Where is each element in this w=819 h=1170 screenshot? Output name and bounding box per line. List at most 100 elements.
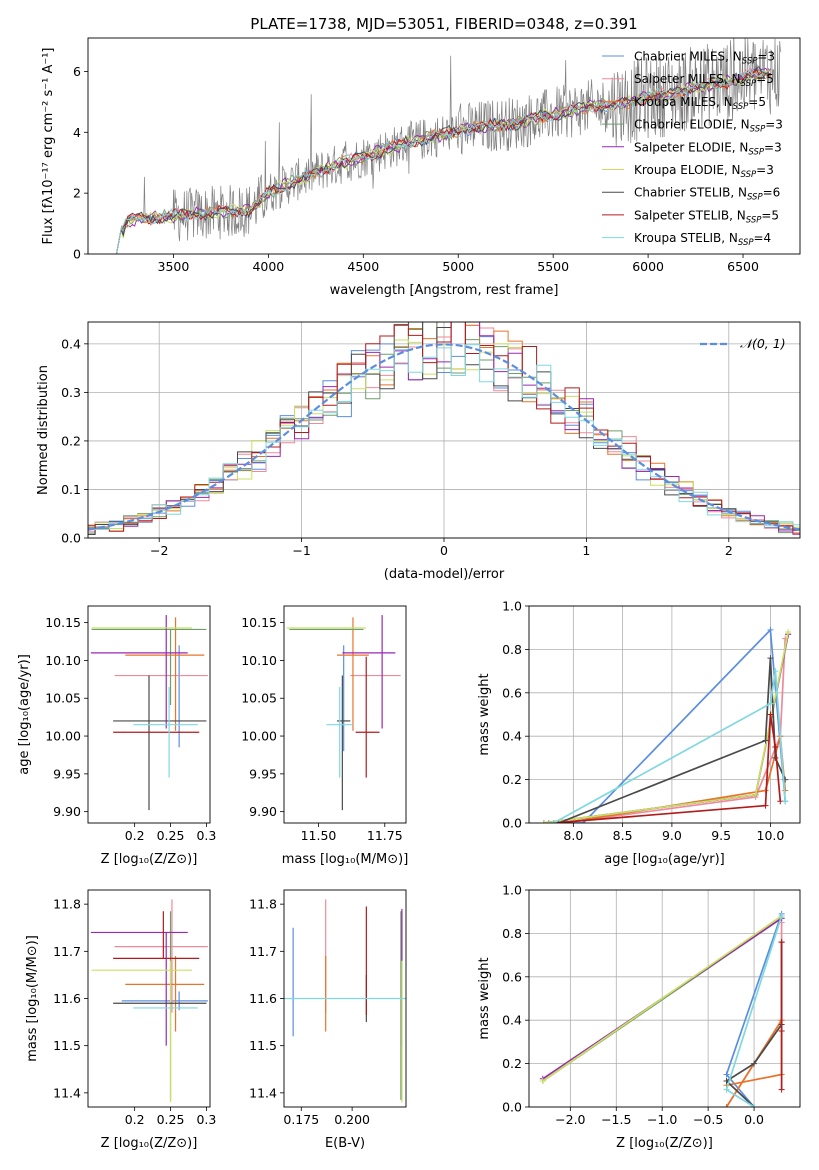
axes-frame [528, 889, 801, 1108]
line-kroupa-elodie [542, 915, 783, 1082]
x-tick-label: 0.200 [334, 1112, 370, 1127]
errorbar-chabrier-elodie [91, 628, 207, 706]
errorbar-salpeter-elodie [90, 931, 188, 1046]
y-tick-label: 0.6 [502, 969, 522, 984]
x-tick-label: 9.5 [711, 828, 731, 843]
spectrum-lines [116, 38, 782, 254]
y-tick-label: 10.00 [45, 729, 81, 744]
x-axis-label: wavelength [Angstrom, rest frame] [330, 283, 559, 298]
x-tick-label: 4000 [252, 259, 284, 274]
y-tick-label: 0.1 [61, 482, 81, 497]
marker-kroupa-stelib [767, 700, 774, 707]
x-tick-label: 0.3 [196, 828, 216, 843]
y-tick-label: 0.4 [502, 1013, 522, 1028]
errorbar-kroupa-stelib [133, 686, 198, 778]
model-line-kroupa-stelib [116, 69, 771, 254]
y-tick-label: 11.4 [53, 1085, 81, 1100]
plot-area-age-vs-mass [286, 615, 401, 811]
plot-area-age-vs-Z [90, 615, 208, 811]
y-tick-label: 0.2 [502, 1056, 522, 1071]
y-tick-label: 0.8 [502, 642, 522, 657]
errorbar-kroupa-stelib [326, 686, 353, 778]
y-tick-label: 10.10 [45, 653, 81, 668]
legend-subscript: SSP [747, 193, 763, 203]
marker-kroupa-elodie [752, 791, 759, 798]
x-tick-label: 11.50 [301, 828, 337, 843]
x-tick-label: 0.2 [125, 828, 145, 843]
y-tick-label: 0.6 [502, 685, 522, 700]
legend-label-value: =5 [756, 72, 774, 86]
legend-subscript: SSP [741, 170, 757, 180]
y-axis-label: mass weight [477, 957, 492, 1039]
marker-kroupa-stelib [782, 798, 789, 805]
x-tick-label: 4500 [347, 259, 379, 274]
y-tick-label: 11.7 [249, 944, 277, 959]
legend-label-value: =3 [757, 50, 775, 64]
y-axis-label: age [log₁₀(age/yr)] [17, 654, 32, 775]
y-tick-label: 0.3 [61, 385, 81, 400]
marker-kroupa-stelib [723, 1086, 730, 1093]
errorbars [284, 899, 406, 1103]
residuals-legend: 𝒩(0, 1) [700, 336, 786, 351]
y-tick-label: 9.90 [249, 804, 277, 819]
legend-label-value: =5 [761, 208, 779, 222]
axes-frame [283, 889, 407, 1108]
errorbar-salpeter-stelib [113, 911, 200, 960]
panel-mass-vs-Z: 0.2 0.25 0.3 11.4 11.5 11.6 11.7 11.8 Z [log₁₀(Z… [25, 889, 216, 1151]
legend-label: Kroupa ELODIE, NSSP=3 [634, 163, 774, 180]
x-tick-label: −2.0 [555, 1112, 585, 1127]
x-axis-label: mass [log₁₀(M/M⊙)] [282, 852, 409, 867]
y-tick-label: 0.8 [502, 926, 522, 941]
hist-chabrier-elodie [88, 322, 800, 534]
x-tick-label: −1 [292, 543, 310, 558]
y-tick-label: 11.6 [249, 991, 277, 1006]
legend-subscript: SSP [741, 79, 757, 89]
model-line-salpeter-stelib [116, 68, 771, 254]
x-axis-label: Z [log₁₀(Z/Z⊙)] [101, 1136, 198, 1151]
x-tick-label: 5500 [537, 259, 569, 274]
legend-label-text: Chabrier MILES, N [634, 50, 742, 64]
errorbars [286, 615, 401, 811]
x-tick-label: 10.0 [757, 828, 785, 843]
line-kroupa-stelib [553, 670, 787, 823]
y-tick-label: 1.0 [502, 599, 522, 614]
plot-area-weight-vs-Z [539, 910, 785, 1107]
y-tick-label: 9.95 [53, 766, 81, 781]
legend-label-value: =3 [765, 118, 783, 132]
marker-chabrier-miles [723, 1071, 730, 1078]
axes-frame [283, 605, 407, 824]
axes-frame [87, 321, 801, 539]
axes-frame [528, 605, 801, 824]
x-axis-label: age [log₁₀(age/yr)] [604, 852, 725, 867]
errorbar-kroupa-miles [125, 956, 205, 1032]
model-line-chabrier-elodie [116, 70, 771, 254]
histogram-steps [88, 322, 800, 535]
marker-chabrier-stelib [767, 655, 774, 662]
legend-label-value: =3 [756, 163, 774, 177]
marker-salpeter-stelib [778, 1086, 785, 1093]
legend-label: Chabrier MILES, NSSP=3 [634, 50, 775, 67]
legend-subscript: SSP [742, 57, 758, 67]
y-tick-label: 0.2 [61, 433, 81, 448]
panel-residuals: −2 −1 0 1 2 0.0 0.1 0.2 0.3 0.4 (data-model)/error… [36, 321, 801, 582]
y-tick-label: 0.0 [61, 531, 81, 546]
x-tick-label: 3500 [158, 259, 190, 274]
x-axis-label: (data-model)/error [384, 567, 505, 582]
legend-subscript: SSP [748, 147, 764, 157]
y-tick-label: 6 [73, 64, 81, 79]
x-tick-label: 5000 [442, 259, 474, 274]
legend-label-text: Salpeter ELODIE, N [634, 140, 748, 154]
x-tick-label: 0.3 [196, 1112, 216, 1127]
legend-label: 𝒩(0, 1) [740, 336, 786, 351]
y-tick-label: 0.2 [502, 772, 522, 787]
line-chabrier-miles [548, 627, 787, 823]
marker-kroupa-elodie [785, 629, 792, 636]
y-tick-label: 11.4 [249, 1085, 277, 1100]
x-axis-label: Z [log₁₀(Z/Z⊙)] [101, 852, 198, 867]
errorbar-chabrier-stelib [113, 675, 207, 811]
x-tick-label: −2 [150, 543, 168, 558]
legend-subscript: SSP [750, 125, 766, 135]
y-tick-label: 4 [73, 125, 81, 140]
x-tick-label: 0.175 [283, 1112, 319, 1127]
